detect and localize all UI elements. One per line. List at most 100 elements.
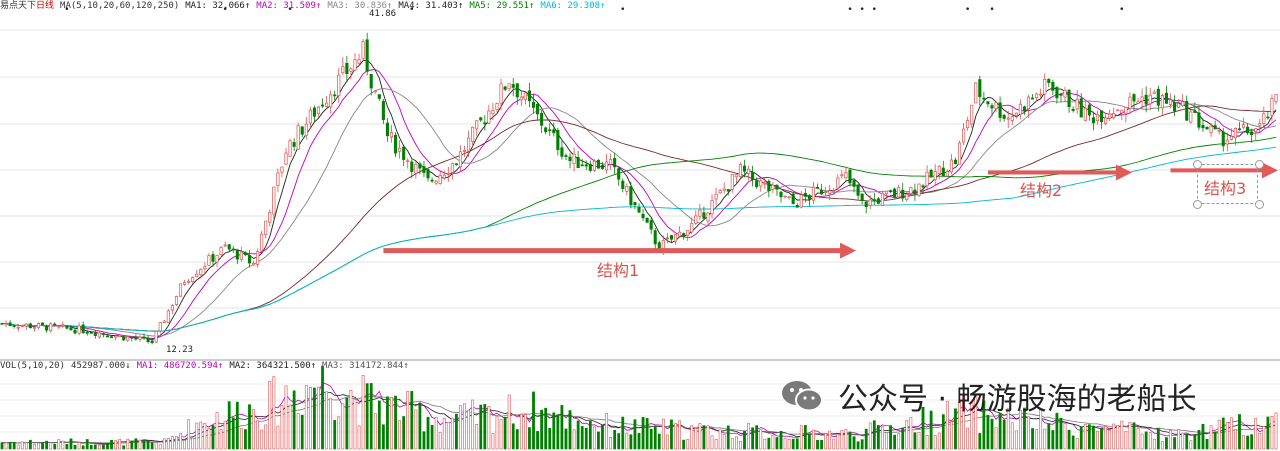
volume-bar bbox=[743, 430, 746, 450]
candle-body bbox=[844, 172, 848, 179]
event-marker: • bbox=[1119, 5, 1124, 15]
volume-bar bbox=[166, 438, 170, 450]
candle-body bbox=[933, 171, 937, 180]
candle-body bbox=[856, 184, 860, 196]
volume-bar bbox=[69, 438, 73, 450]
candle-body bbox=[134, 336, 138, 340]
candle-body bbox=[357, 59, 361, 64]
candle-body bbox=[564, 155, 568, 157]
volume-bar bbox=[357, 425, 361, 450]
candle-body bbox=[507, 83, 511, 90]
volume-bar bbox=[649, 428, 653, 450]
candle-body bbox=[41, 322, 45, 326]
volume-bar bbox=[1075, 438, 1079, 450]
candle-body bbox=[483, 122, 487, 125]
structure2-label: 结构2 bbox=[1020, 181, 1063, 200]
candle-body bbox=[138, 336, 142, 340]
volume-bar bbox=[1136, 427, 1140, 450]
volume-header: VOL(5,10,20) 452987.000↓ MA1: 486720.594↑ M… bbox=[0, 360, 415, 372]
volume-bar bbox=[893, 434, 897, 450]
volume-bar bbox=[686, 439, 690, 450]
candle-body bbox=[1266, 116, 1270, 119]
volume-bar bbox=[803, 425, 807, 450]
candle-body bbox=[20, 325, 24, 327]
volume-bar bbox=[495, 416, 499, 450]
candle-body bbox=[584, 164, 588, 167]
candle-body bbox=[897, 187, 901, 198]
volume-bar bbox=[1051, 430, 1055, 450]
candle-body bbox=[994, 102, 998, 110]
candle-body bbox=[884, 190, 889, 195]
volume-bar bbox=[1181, 432, 1185, 450]
volume-bar bbox=[1238, 414, 1241, 450]
candle-body bbox=[304, 123, 308, 136]
volume-bar bbox=[1100, 427, 1103, 450]
volume-bar bbox=[844, 428, 848, 450]
volume-bar bbox=[398, 420, 402, 450]
volume-bar bbox=[1083, 424, 1087, 450]
candle-body bbox=[422, 166, 426, 173]
candle-body bbox=[698, 209, 702, 217]
candle-body bbox=[1014, 112, 1018, 116]
volume-bar bbox=[1010, 422, 1014, 450]
volume-bar bbox=[248, 404, 251, 450]
candle-body bbox=[1193, 110, 1197, 113]
volume-bar bbox=[1193, 435, 1197, 450]
candle-body bbox=[1270, 98, 1274, 116]
price-header: 易点天下日线 MA(5,10,20,60,120,250) MA1: 32.066↑… bbox=[0, 0, 611, 12]
volume-bar bbox=[816, 439, 819, 450]
volume-bar bbox=[718, 429, 722, 450]
structure-arrows bbox=[383, 162, 1278, 259]
volume-bar bbox=[690, 425, 694, 450]
candle-body bbox=[1035, 93, 1039, 98]
candle-body bbox=[430, 179, 434, 182]
candle-body bbox=[759, 180, 763, 187]
volume-bar bbox=[430, 424, 434, 450]
volume-bar bbox=[223, 420, 227, 450]
volume-bar bbox=[171, 436, 174, 450]
candle-body bbox=[852, 180, 856, 187]
volume-bar bbox=[1116, 425, 1120, 450]
volume-bar bbox=[386, 396, 389, 450]
event-marker: • bbox=[64, 5, 69, 15]
candle-body bbox=[540, 112, 544, 126]
candle-body bbox=[166, 310, 170, 323]
candle-body bbox=[503, 86, 507, 90]
candle-body bbox=[146, 338, 150, 342]
volume-bar bbox=[1059, 417, 1063, 450]
candle-body bbox=[1205, 126, 1209, 130]
candle-body bbox=[219, 246, 223, 256]
volume-bar bbox=[272, 376, 276, 450]
candle-body bbox=[1209, 125, 1213, 133]
volume-bar bbox=[1096, 430, 1099, 450]
volume-bar bbox=[1274, 412, 1278, 450]
volume-bar bbox=[783, 438, 787, 450]
candle-body bbox=[552, 129, 556, 134]
candle-body bbox=[974, 82, 978, 104]
candle-body bbox=[1002, 114, 1006, 119]
stock-name: 易点天下 bbox=[0, 1, 37, 11]
volume-bar bbox=[260, 429, 264, 450]
volume-bar bbox=[666, 434, 669, 450]
volume-bar bbox=[637, 433, 641, 450]
candle-body bbox=[389, 132, 394, 138]
candle-body bbox=[53, 323, 57, 326]
candle-body bbox=[609, 159, 613, 165]
candle-body bbox=[235, 250, 239, 260]
candle-body bbox=[1010, 116, 1014, 121]
candle-body bbox=[1201, 125, 1205, 129]
volume-bar bbox=[402, 416, 406, 450]
volume-bar bbox=[77, 442, 81, 450]
candle-body bbox=[268, 212, 272, 223]
volume-bar bbox=[1189, 440, 1193, 450]
volume-bar bbox=[950, 421, 953, 450]
volume-bar bbox=[1002, 419, 1006, 450]
volume-bar bbox=[463, 403, 466, 450]
wechat-icon bbox=[782, 381, 823, 412]
volume-bar bbox=[982, 400, 986, 450]
volume-bar bbox=[507, 394, 511, 450]
volume-bar bbox=[459, 405, 462, 450]
volume-bar bbox=[523, 414, 527, 450]
candle-body bbox=[941, 167, 945, 177]
ma5-value: MA5: 29.551↑ bbox=[469, 1, 535, 11]
